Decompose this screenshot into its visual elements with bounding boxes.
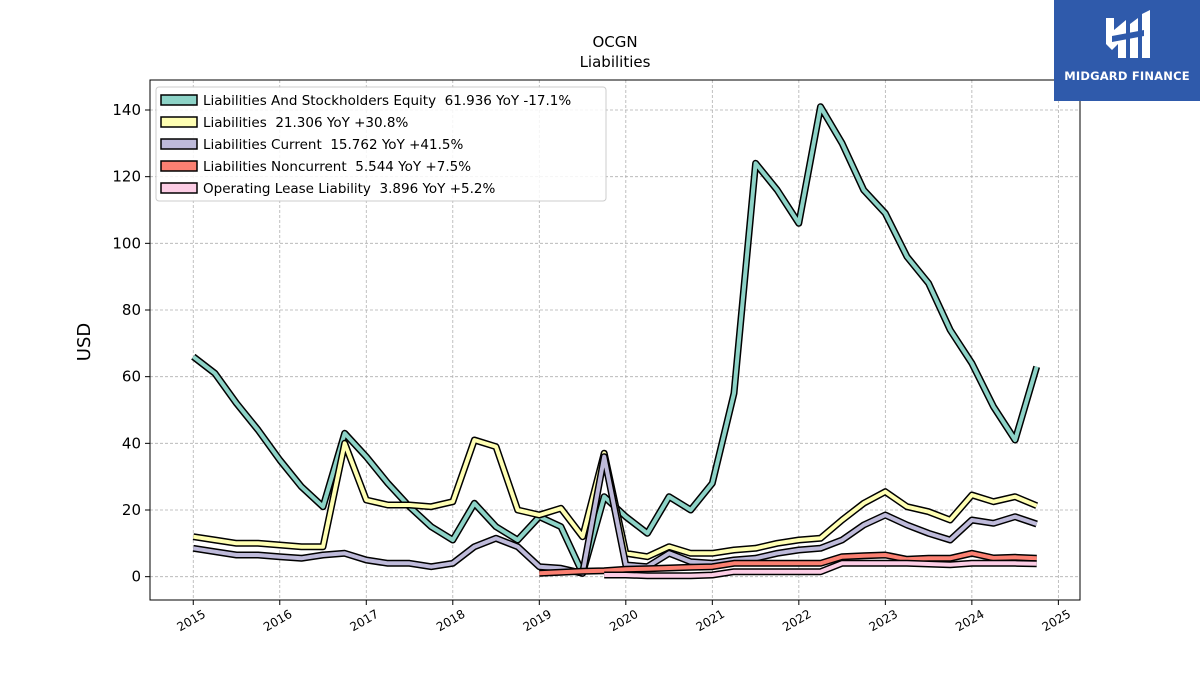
midgard-finance-logo: MIDGARD FINANCE [1054, 0, 1200, 101]
legend-swatch [160, 94, 198, 106]
chart-subtitle: Liabilities [580, 53, 651, 71]
chart-title: OCGN [592, 33, 637, 51]
legend-swatch [160, 138, 198, 150]
legend-swatch [160, 116, 198, 128]
series-lines [191, 103, 1041, 580]
midgard-finance-logo-icon [1106, 10, 1150, 58]
legend-box [155, 86, 607, 202]
x-tick-label: 2016 [261, 607, 294, 634]
y-tick-label: 120 [112, 168, 141, 186]
x-tick-label: 2020 [607, 607, 640, 634]
legend-entry: Liabilities Current 15.762 YoY +41.5% [203, 137, 463, 153]
y-tick-label: 140 [112, 101, 141, 119]
y-tick-label: 80 [122, 301, 141, 319]
legend-swatch [160, 182, 198, 194]
plot-area-frame [149, 79, 1081, 601]
x-tick-label: 2023 [867, 607, 900, 634]
x-tick-label: 2024 [953, 607, 986, 634]
y-tick-label: 60 [122, 368, 141, 386]
legend-entry: Liabilities And Stockholders Equity 61.9… [203, 93, 571, 109]
x-tick-label: 2017 [348, 607, 381, 634]
x-tick-label: 2019 [521, 607, 554, 634]
legend-entry: Liabilities Noncurrent 5.544 YoY +7.5% [203, 159, 471, 175]
y-tick-label: 100 [112, 234, 141, 252]
y-tick-label: 20 [122, 501, 141, 519]
x-tick-label: 2022 [780, 607, 813, 634]
legend: Liabilities And Stockholders Equity 61.9… [155, 86, 607, 202]
x-tick-label: 2015 [175, 607, 208, 634]
legend-entry: Liabilities 21.306 YoY +30.8% [203, 115, 408, 131]
series-line [192, 454, 1038, 576]
x-tick-label: 2025 [1040, 607, 1073, 634]
y-axis-label: USD [74, 323, 95, 361]
logo-text: MIDGARD FINANCE [1064, 69, 1190, 83]
legend-entry: Operating Lease Liability 3.896 YoY +5.2… [203, 181, 495, 197]
x-tick-label: 2018 [434, 607, 467, 634]
series-line [539, 551, 1037, 576]
y-tick-label: 40 [122, 434, 141, 452]
series-line [604, 561, 1037, 578]
legend-swatch [160, 160, 198, 172]
x-tick-label: 2021 [694, 607, 727, 634]
y-tick-label: 0 [131, 568, 141, 586]
